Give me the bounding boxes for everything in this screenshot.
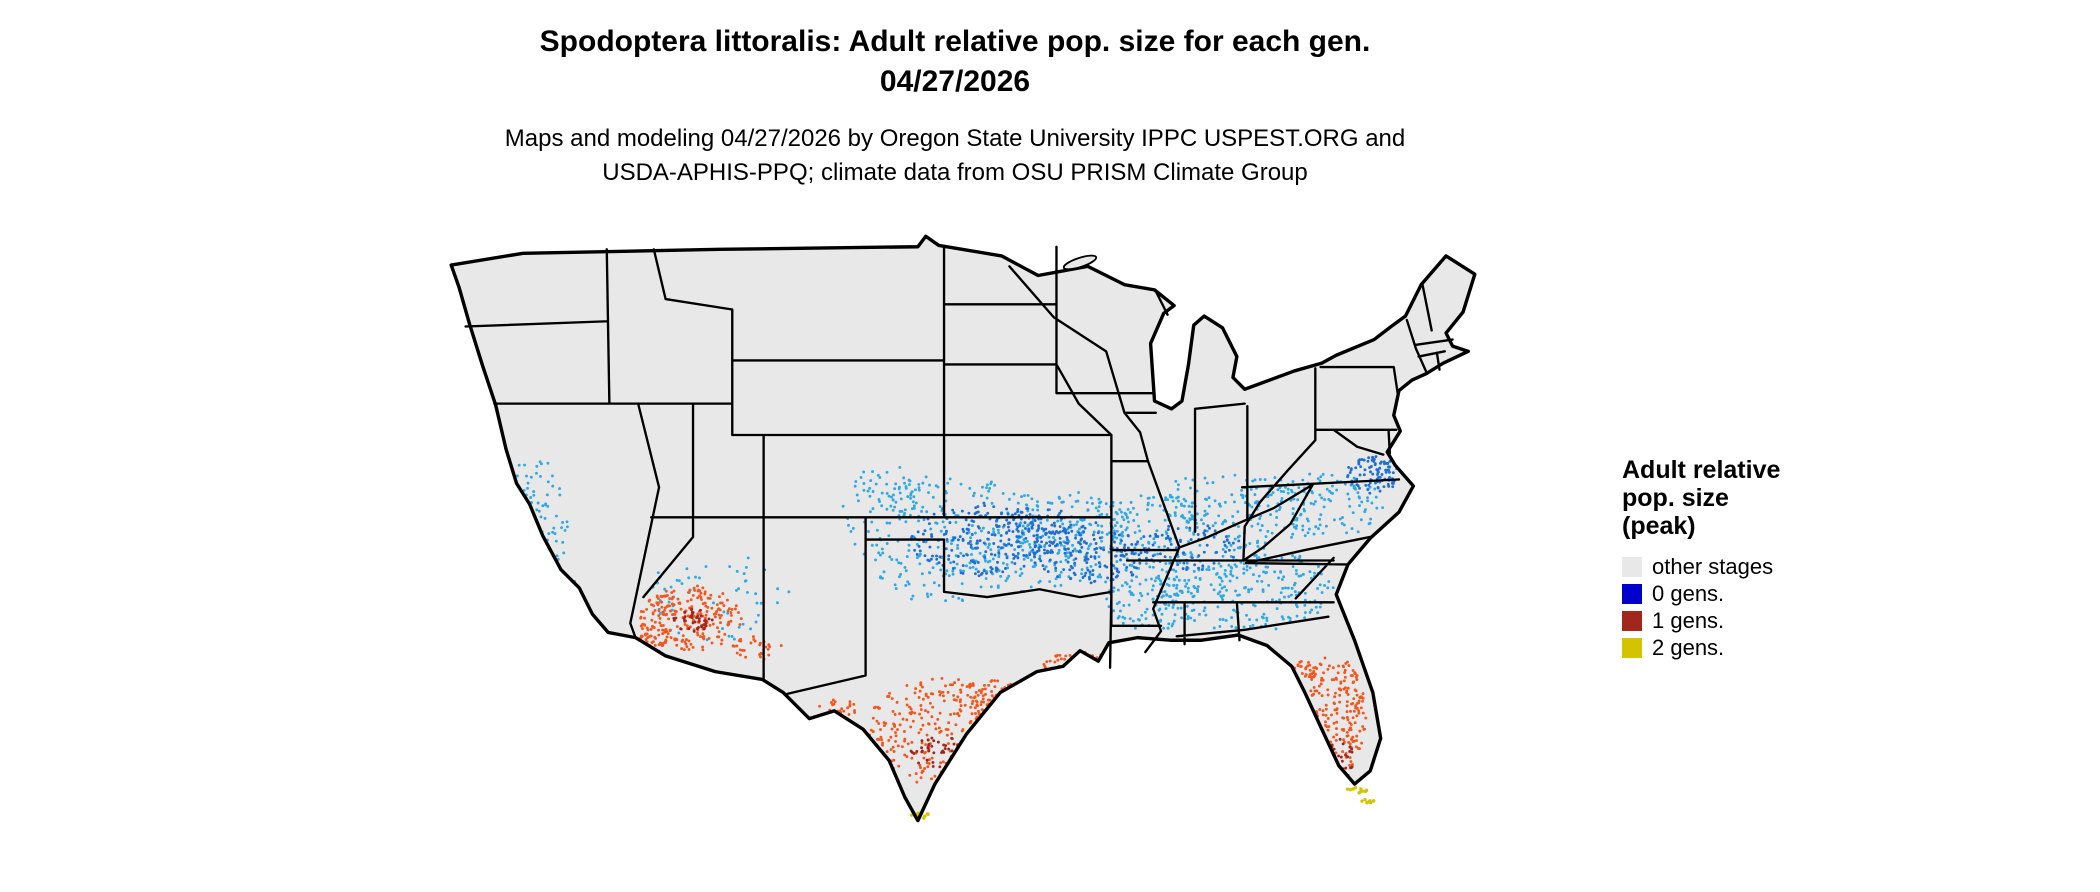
title-line-1: Spodoptera littoralis: Adult relative po… xyxy=(539,25,1371,58)
legend-swatch xyxy=(1622,556,1642,577)
legend-entries: other stages 0 gens. 1 gens. 2 gens. xyxy=(1622,553,1922,661)
legend-title-line-2: pop. size xyxy=(1622,484,1729,512)
subtitle-line-2: USDA-APHIS-PPQ; climate data from OSU PR… xyxy=(602,159,1308,186)
us-map-container xyxy=(327,210,1582,877)
legend-swatch xyxy=(1622,637,1642,658)
legend-title: Adult relative pop. size (peak) xyxy=(1622,456,1922,540)
legend-swatch xyxy=(1622,583,1642,604)
state-borders xyxy=(464,245,1454,696)
legend-label: other stages xyxy=(1652,553,1774,579)
legend-row: 0 gens. xyxy=(1622,580,1922,607)
isle-royale-island xyxy=(1062,254,1098,271)
page-subtitle: Maps and modeling 04/27/2026 by Oregon S… xyxy=(0,122,1910,190)
legend-swatch xyxy=(1622,610,1642,631)
us-coastline-outline xyxy=(449,234,1477,823)
legend-title-line-1: Adult relative xyxy=(1622,456,1781,484)
legend-title-line-3: (peak) xyxy=(1622,512,1696,540)
page-title: Spodoptera littoralis: Adult relative po… xyxy=(0,22,1910,102)
us-map xyxy=(449,234,1477,823)
legend-label: 0 gens. xyxy=(1652,580,1725,606)
overlay-yellow-two-gen xyxy=(909,786,1376,820)
map-legend: Adult relative pop. size (peak) other st… xyxy=(1622,456,1922,661)
legend-label: 2 gens. xyxy=(1652,634,1725,660)
subtitle-line-1: Maps and modeling 04/27/2026 by Oregon S… xyxy=(504,125,1406,152)
legend-row: other stages xyxy=(1622,553,1922,580)
legend-row: 2 gens. xyxy=(1622,634,1922,661)
legend-row: 1 gens. xyxy=(1622,607,1922,634)
legend-label: 1 gens. xyxy=(1652,607,1725,633)
title-line-2: 04/27/2026 xyxy=(879,65,1031,98)
